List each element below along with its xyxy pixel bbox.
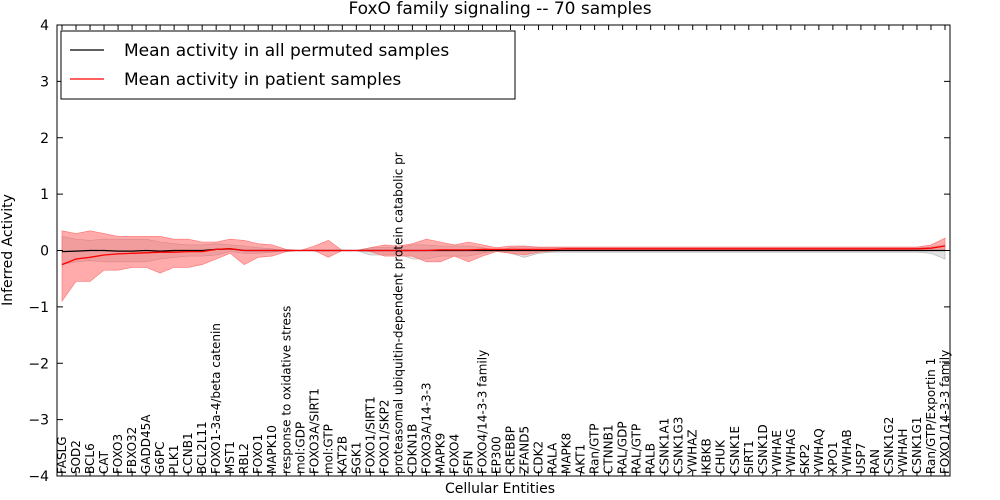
x-tick-label: USP7 [854,443,868,474]
legend: Mean activity in all permuted samples Me… [60,30,516,100]
x-tick-label: BCL2L11 [195,421,209,474]
x-tick-label: CSNK1G2 [882,417,896,474]
y-axis: −4 −3 −2 −1 0 1 2 3 4 [28,18,950,485]
x-tick-label: YWHAG [784,428,798,475]
x-tick-label: FOXO1/14-3-3 family [938,350,952,474]
x-tick-label: EP300 [489,436,503,474]
x-tick-label: CDK2 [532,441,546,474]
x-tick-label: YWHAH [896,429,910,475]
x-tick-label: RALA [546,442,560,474]
x-tick-label: CSNK1E [728,426,742,474]
y-tick-label: 0 [40,244,49,260]
patient-mean-line [61,245,946,266]
x-tick-label: FOXO3A/SIRT1 [307,388,321,474]
y-tick-label: 1 [40,187,49,203]
x-tick-label: IKBKB [700,438,714,474]
x-tick-label: FOXO4/14-3-3 family [475,350,489,474]
x-tick-label: FOXO4 [447,434,461,474]
y-tick-label: 2 [40,131,49,147]
x-tick-label: mol:GTP [321,424,335,474]
x-tick-label: YWHAB [840,429,854,475]
x-tick-label: FBXO32 [125,427,139,474]
x-tick-label: FOXO1-3a-4/beta catenin [209,323,223,474]
x-tick-label: FOXO3 [111,434,125,474]
x-tick-label: SKP2 [798,444,812,474]
x-tick-label: RAL/GTP [630,424,644,474]
y-tick-label: 3 [40,74,49,90]
x-tick-label: AKT1 [574,444,588,474]
x-tick-label: GADD45A [139,414,153,474]
x-axis: FASLG SOD2 BCL6 CAT FOXO3 FBXO32 GADD45A G6PC PL… [55,25,952,476]
x-tick-label: MAPK9 [433,433,447,474]
x-tick-label: ZFAND5 [518,426,532,474]
x-tick-label: G6PC [153,441,167,474]
x-tick-label: mol:GDP [293,422,307,474]
chart-title: FoxO family signaling -- 70 samples [348,0,651,19]
patient-band [61,230,946,303]
x-tick-label: MST1 [223,441,237,474]
x-tick-label: FOXO1/SKP2 [377,399,391,474]
x-tick-label: CSNK1A1 [658,418,672,474]
series-lines [61,245,946,266]
x-tick-label: PLK1 [167,445,181,474]
x-tick-label: XPO1 [826,441,840,474]
x-tick-label: SIRT1 [742,440,756,474]
x-tick-label: CREBBP [504,426,518,474]
x-tick-label: FOXO3A/14-3-3 [419,382,433,474]
x-tick-label: MAPK10 [265,425,279,474]
x-tick-label: CSNK1D [756,424,770,474]
x-tick-label: FOXO1/SIRT1 [363,396,377,474]
x-tick-label: CSNK1G3 [672,417,686,474]
x-tick-label: YWHAZ [686,429,700,475]
legend-box [60,30,516,100]
legend-label-patient: Mean activity in patient samples [124,70,401,90]
x-tick-label: CAT [97,450,111,474]
x-tick-label: RAL/GDP [616,421,630,474]
x-tick-label: FOXO1 [251,434,265,474]
x-tick-label: CTNNB1 [602,424,616,474]
x-tick-label: CDKN1B [405,424,419,474]
x-tick-label: SOD2 [69,440,83,474]
x-tick-label: Ran/GTP/Exportin 1 [924,358,938,474]
x-tick-label: KAT2B [335,436,349,474]
x-tick-label: CCNB1 [181,432,195,474]
y-tick-label: −2 [28,356,49,372]
x-tick-label: FASLG [55,436,69,474]
x-tick-label: SGK1 [349,442,363,474]
x-tick-label: MAPK8 [560,433,574,474]
plot-frame [56,24,951,477]
x-tick-label: BCL6 [83,443,97,474]
y-tick-label: −4 [28,469,49,485]
x-tick-label: YWHAE [770,430,784,475]
x-tick-label: SFN [461,451,475,475]
x-tick-label: RBL2 [237,443,251,474]
y-axis-label: Inferred Activity [0,194,16,306]
x-tick-label: CHUK [714,439,728,474]
y-tick-label: −3 [28,413,49,429]
legend-label-permuted: Mean activity in all permuted samples [124,41,449,61]
y-tick-label: −1 [28,300,49,316]
x-tick-label: Ran/GTP [588,423,602,474]
y-tick-label: 4 [40,18,49,34]
x-tick-label: RAN [868,449,882,474]
x-tick-label: response to oxidative stress [279,306,293,474]
x-tick-label: CSNK1G1 [910,417,924,474]
confidence-bands [61,230,946,303]
x-axis-label: Cellular Entities [445,481,555,497]
x-tick-label: RALB [644,443,658,474]
x-tick-label: proteasomal ubiquitin-dependent protein … [391,152,405,474]
x-tick-label: YWHAQ [812,428,826,475]
